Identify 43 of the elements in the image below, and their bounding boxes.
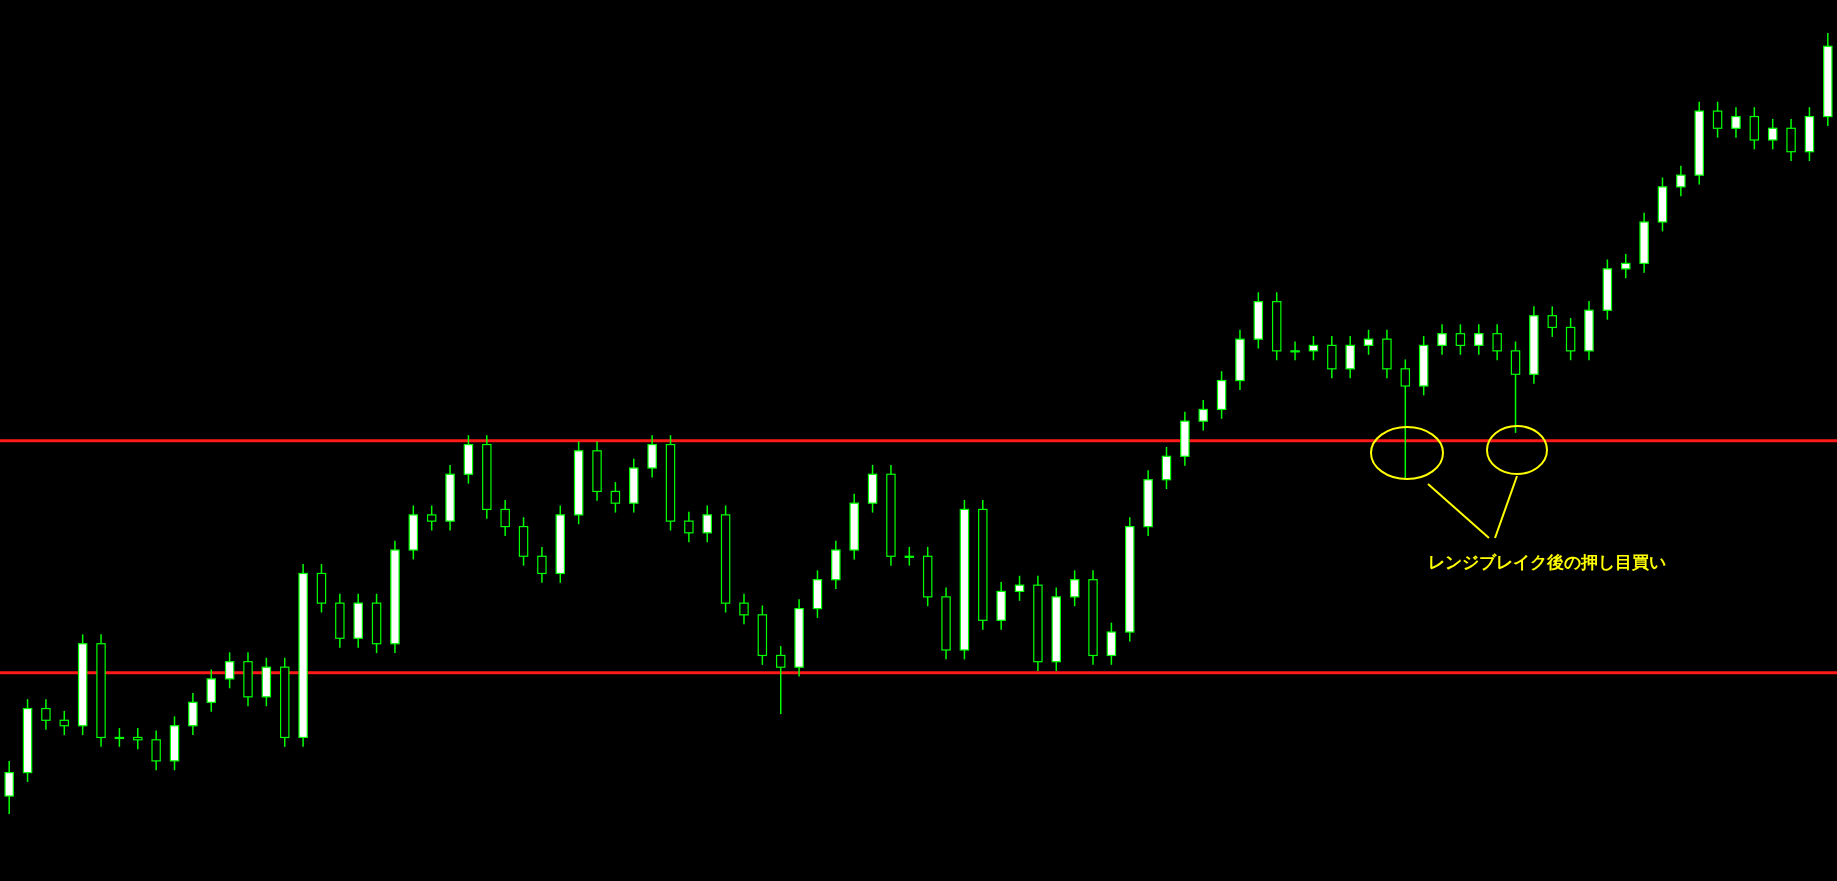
candlestick (1621, 253, 1631, 279)
candlestick (1198, 399, 1208, 432)
candlestick (1767, 118, 1778, 151)
candlestick (4, 760, 14, 815)
candlestick (1474, 323, 1484, 356)
candlestick (1510, 340, 1521, 434)
candlestick (206, 668, 216, 713)
candlestick (1786, 118, 1796, 162)
candlestick (188, 692, 198, 736)
candlestick (1069, 569, 1080, 607)
candlestick (904, 546, 915, 567)
candlestick (1712, 100, 1723, 139)
candlestick (1731, 106, 1741, 139)
candlestick (500, 499, 510, 537)
candlestick (114, 727, 125, 748)
candlestick (151, 729, 161, 772)
candlestick (1437, 323, 1447, 356)
candlestick (41, 698, 51, 731)
candlestick (1345, 335, 1355, 379)
candlestick (1455, 323, 1466, 356)
candlestick (224, 651, 235, 690)
candlestick (1565, 317, 1576, 361)
candlestick (1327, 335, 1337, 379)
candlestick (610, 481, 621, 514)
candlestick (1161, 446, 1172, 490)
candlestick (1290, 340, 1300, 361)
candlestick (537, 546, 547, 584)
candlestick (1492, 323, 1502, 361)
candlestick (647, 434, 657, 479)
candlestick (684, 511, 694, 543)
candlestick (739, 593, 749, 625)
candlestick (1547, 305, 1557, 338)
candlestick (775, 645, 786, 715)
candlestick (1363, 329, 1374, 356)
candlestick (1308, 335, 1319, 361)
candlestick (133, 727, 143, 750)
candlestick (1749, 106, 1760, 151)
candlestick (1106, 621, 1117, 666)
candlestick (702, 504, 712, 543)
annotation: レンジブレイク後の押し目買い (1428, 552, 1666, 572)
candlestick (1676, 165, 1686, 197)
candlestick (1014, 575, 1025, 602)
candlestick (426, 504, 437, 532)
